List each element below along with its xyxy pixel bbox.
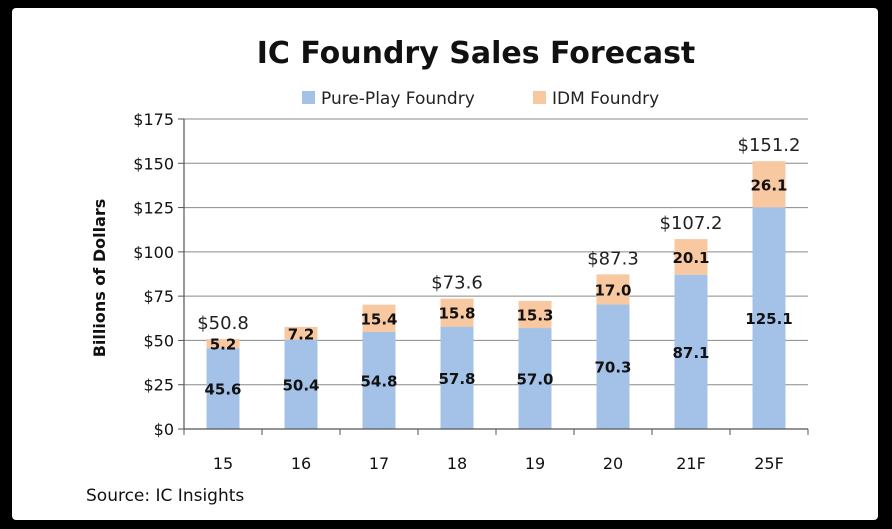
y-tick-label: $75 [143,287,174,306]
bar-total-label: $151.2 [738,135,801,156]
y-axis-ticks: $0 $25 $50 $75 $100 $125 $150 $175 [133,110,184,439]
bar-label-idm: 20.1 [672,249,709,267]
bar-idm [440,298,474,327]
bar-idm [674,239,708,275]
x-tick-label: 21F [676,454,706,473]
x-tick-label: 25F [754,454,784,473]
bar-label-idm: 15.8 [438,305,475,323]
bar-total-label: $87.3 [587,248,639,269]
y-tick-label: $100 [133,243,174,262]
segment-labels: 45.6 5.2 50.4 7.2 54.8 15.4 57.8 15.8 57.0 15.3 70… [204,176,792,398]
x-tick-label: 20 [603,454,623,473]
y-tick-label: $175 [133,110,174,129]
legend-swatch-pure-play [302,91,315,104]
bar-pure-play [596,304,630,429]
bar-pure-play [284,339,318,429]
x-tick-label: 19 [525,454,545,473]
x-axis-ticks: 15 16 17 18 19 20 21F 25F [183,429,809,473]
bar-idm [752,161,786,208]
y-tick-label: $0 [154,420,174,439]
x-tick-label: 18 [447,454,467,473]
legend-label-idm: IDM Foundry [552,89,659,109]
gridlines [184,118,808,386]
bar-pure-play [674,274,708,429]
bar-pure-play [752,207,786,429]
bar-idm [596,274,630,305]
chart-title: IC Foundry Sales Forecast [257,36,696,71]
bar-total-label: $73.6 [431,273,483,294]
bar-label-pure-play: 54.8 [360,372,397,390]
bar-pure-play [206,348,240,429]
y-tick-label: $150 [133,154,174,173]
bar-total-label: $50.8 [197,313,249,334]
legend-swatch-idm [533,91,546,104]
y-tick-label: $25 [143,376,174,395]
bar-pure-play [362,331,396,429]
axes [183,119,808,430]
bar-idm [206,339,240,349]
bar-label-pure-play: 45.6 [204,381,241,399]
bar-label-pure-play: 50.4 [282,376,319,394]
bar-label-idm: 26.1 [750,176,787,194]
chart-card: IC Foundry Sales Forecast Pure-Play Foun… [12,8,878,520]
bar-label-idm: 17.0 [594,281,631,299]
y-tick-label: $125 [133,199,174,218]
chart: IC Foundry Sales Forecast Pure-Play Foun… [86,36,809,506]
legend: Pure-Play Foundry IDM Foundry [302,89,659,109]
x-tick-label: 17 [369,454,389,473]
bar-pure-play [518,328,552,429]
y-axis-label: Billions of Dollars [90,199,109,358]
bar-pure-play [440,326,474,429]
bars [206,161,786,429]
bar-idm [362,304,396,332]
bar-label-idm: 7.2 [288,325,315,343]
bar-label-idm: 15.3 [516,306,553,324]
bar-label-pure-play: 57.0 [516,371,553,389]
bar-label-pure-play: 125.1 [745,310,792,328]
bar-total-label: $107.2 [660,213,723,234]
bar-label-pure-play: 87.1 [672,344,709,362]
bar-label-idm: 15.4 [360,310,397,328]
x-tick-label: 16 [291,454,311,473]
bar-label-pure-play: 70.3 [594,359,631,377]
y-tick-label: $50 [143,331,174,350]
x-tick-label: 15 [213,454,233,473]
bar-idm [518,300,552,329]
total-labels: $50.8 $73.6 $87.3 $107.2 $151.2 [197,135,800,334]
source-note: Source: IC Insights [86,486,244,506]
bar-idm [284,326,318,340]
bar-label-pure-play: 57.8 [438,370,475,388]
bar-label-idm: 5.2 [210,336,237,354]
legend-label-pure-play: Pure-Play Foundry [321,89,475,109]
